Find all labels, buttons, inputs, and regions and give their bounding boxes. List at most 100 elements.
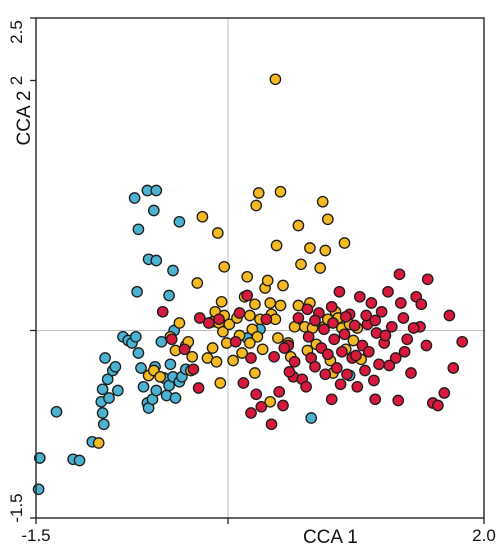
data-point — [316, 195, 329, 208]
data-point — [252, 187, 265, 199]
data-point — [334, 378, 347, 391]
data-point — [250, 388, 263, 401]
data-point — [339, 310, 352, 323]
data-point — [321, 213, 334, 226]
data-point — [353, 290, 366, 303]
data-point — [132, 347, 145, 359]
data-point — [397, 312, 410, 324]
data-point — [283, 365, 296, 378]
data-point — [261, 274, 274, 287]
data-point — [338, 237, 351, 249]
data-point — [309, 360, 321, 373]
data-point — [351, 380, 364, 393]
data-point — [211, 227, 224, 239]
data-point — [245, 407, 257, 419]
data-point — [318, 323, 330, 336]
x-tick-label: 2.0 — [472, 526, 496, 545]
data-point — [438, 387, 451, 399]
data-point — [256, 343, 269, 356]
data-point — [223, 318, 236, 331]
data-point — [401, 333, 414, 346]
plot-frame — [35, 17, 485, 519]
data-point — [210, 355, 223, 368]
data-point — [191, 277, 204, 289]
data-point — [327, 317, 339, 329]
data-point — [245, 352, 257, 364]
x-axis-ticks: -1.5 2.0 — [21, 518, 496, 545]
data-point — [132, 223, 145, 236]
data-point — [243, 309, 256, 322]
data-point — [300, 380, 312, 393]
data-point — [373, 358, 385, 371]
data-point — [314, 262, 327, 274]
data-point — [99, 352, 111, 364]
data-point — [135, 362, 147, 374]
data-point — [250, 199, 263, 212]
data-point — [33, 452, 46, 464]
data-point — [274, 185, 287, 198]
y-tick-label: -1.5 — [7, 493, 26, 522]
data-point — [385, 320, 398, 333]
data-point — [131, 285, 143, 298]
data-point — [73, 454, 86, 467]
data-point — [338, 328, 351, 341]
data-point — [249, 298, 261, 311]
x-axis-label: CCA 1 — [303, 527, 358, 548]
data-point — [328, 333, 341, 346]
data-point — [304, 242, 316, 254]
data-point — [270, 239, 283, 252]
series-3 — [156, 268, 469, 431]
data-point — [369, 393, 382, 406]
data-point — [178, 343, 191, 356]
data-point — [243, 337, 256, 349]
data-point — [348, 319, 361, 332]
data-point — [292, 312, 305, 324]
data-point — [192, 382, 205, 394]
data-point — [301, 303, 314, 316]
y-axis-label: CCA 2 — [14, 91, 35, 146]
y-axis-ticks: -1.5 2 2.5 — [7, 17, 36, 523]
data-point — [368, 374, 380, 387]
data-point — [321, 348, 334, 361]
data-point — [241, 289, 254, 302]
data-point — [96, 407, 109, 419]
data-point — [103, 392, 115, 404]
data-point — [456, 335, 469, 348]
data-point — [229, 335, 242, 348]
data-point — [382, 285, 394, 298]
data-point — [186, 350, 199, 363]
data-point — [265, 418, 278, 431]
data-point — [213, 313, 225, 326]
data-point — [260, 313, 273, 326]
data-point — [420, 339, 433, 352]
data-point — [288, 355, 301, 368]
data-point — [264, 297, 277, 309]
data-point — [359, 364, 371, 377]
data-point — [206, 342, 219, 354]
data-point — [379, 329, 392, 342]
data-point — [392, 394, 405, 407]
data-point — [97, 418, 110, 431]
data-point — [264, 395, 277, 408]
data-point — [236, 347, 248, 359]
data-point — [375, 305, 388, 318]
data-point — [274, 299, 287, 312]
data-point — [393, 268, 406, 281]
data-point — [227, 354, 239, 367]
data-point — [150, 384, 163, 397]
data-point — [50, 405, 63, 418]
data-point — [165, 333, 178, 346]
data-point — [249, 367, 261, 379]
data-point — [193, 312, 206, 324]
y-tick-label: 2.5 — [7, 20, 26, 44]
data-point — [415, 298, 428, 311]
data-point — [277, 399, 289, 412]
data-point — [447, 362, 460, 374]
data-point — [330, 362, 343, 374]
data-point — [163, 289, 175, 302]
data-point — [251, 330, 264, 343]
data-point — [295, 258, 307, 271]
data-point — [173, 215, 186, 228]
data-point — [336, 345, 348, 358]
